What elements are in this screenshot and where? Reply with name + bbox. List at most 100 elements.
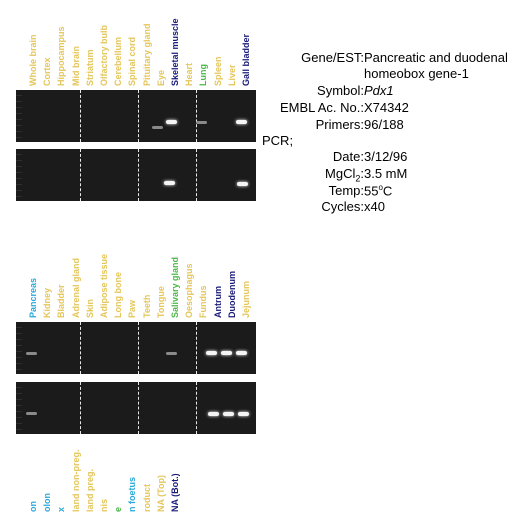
lane-label: Pancreas — [28, 277, 38, 318]
lane-label: land non-preg. — [70, 449, 81, 512]
lane-label: Paw — [127, 299, 138, 318]
lane-divider — [196, 90, 197, 142]
panel2-lane-labels: Pancreas Kidney Bladder Adrenal gland Skin Ad… — [0, 238, 258, 318]
mgcl-value: 3.5 mM — [364, 166, 408, 181]
panel1-gel-bottom — [16, 149, 256, 201]
temp-label: Temp: — [328, 183, 364, 198]
pcr-band — [196, 121, 207, 124]
panel2-gel-bottom — [16, 382, 256, 434]
lane-label: Salivary gland — [170, 256, 180, 318]
lane-label: Teeth — [141, 294, 152, 318]
lane-label: on — [28, 501, 38, 512]
symbol-label: Symbol: — [317, 83, 364, 98]
lane-label: Adrenal gland — [70, 257, 81, 318]
lane-label: Cortex — [42, 57, 53, 86]
lane-label: n foetus — [127, 477, 138, 512]
embl-value: X74342 — [364, 100, 409, 115]
ladder — [16, 322, 22, 374]
panel2-gel-top — [16, 322, 256, 374]
lane-label: Oesophagus — [184, 263, 195, 318]
lane-label: Spleen — [212, 56, 223, 86]
lane-label: Duodenum — [226, 271, 237, 318]
lane-label: Adipose tissue — [99, 253, 109, 318]
lane-divider — [138, 322, 139, 374]
lane-divider — [196, 382, 197, 434]
lane-label: Spinal cord — [127, 36, 138, 86]
pcr-band — [221, 351, 232, 355]
lane-label: Striatum — [84, 49, 95, 86]
lane-divider — [196, 322, 197, 374]
date-value: 3/12/96 — [364, 149, 408, 164]
lane-divider — [196, 149, 197, 201]
panel1-lane-labels: Whole brain Cortex Hippocampus Mid brain Str… — [0, 6, 258, 86]
ladder — [16, 149, 22, 201]
pcr-band — [26, 352, 37, 355]
pcr-label: PCR; — [262, 133, 294, 148]
lane-label: Tongue — [155, 286, 166, 318]
lane-divider — [80, 322, 81, 374]
embl-label: EMBL Ac. No.: — [279, 100, 364, 115]
lane-label: Heart — [184, 62, 195, 86]
lane-label: Gall bladder — [241, 33, 251, 86]
pcr-band — [152, 126, 163, 129]
lane-label: Mid brain — [70, 46, 81, 86]
lane-divider — [138, 90, 139, 142]
lane-label: Long bone — [113, 272, 124, 318]
date-label: Date: — [332, 149, 364, 164]
lane-label: Eye — [155, 69, 166, 86]
lane-label: Fundus — [198, 285, 209, 319]
panel3-lane-labels: on olon x land non-preg. land preg. nis e n foe… — [0, 432, 258, 512]
gene-value-line2: homeobox gene-1 — [364, 66, 469, 81]
lane-label: roduct — [141, 484, 152, 512]
pcr-band — [206, 351, 217, 355]
lane-label: Skeletal muscle — [170, 18, 180, 86]
panel1-gel-top — [16, 90, 256, 142]
lane-label: Bladder — [56, 284, 67, 318]
lane-label: Liver — [226, 64, 237, 86]
gene-value-line1: Pancreatic and duodenal — [364, 50, 508, 65]
pcr-band — [208, 412, 219, 416]
lane-label: olon — [42, 493, 53, 512]
primers-value: 96/188 — [364, 117, 404, 132]
ladder — [16, 382, 22, 434]
pcr-band — [237, 182, 248, 186]
pcr-band — [166, 352, 177, 355]
lane-label: Kidney — [42, 287, 53, 318]
lane-label: Pituitary gland — [141, 23, 152, 86]
gene-info: Gene/EST: Pancreatic and duodenal homeob… — [262, 50, 512, 220]
symbol-value: Pdx1 — [364, 83, 394, 98]
lane-label: e — [113, 506, 124, 512]
temp-value: 55oC — [364, 183, 393, 199]
lane-label: NA (Bot.) — [170, 473, 180, 512]
pcr-band — [26, 412, 37, 415]
lane-label: Antrum — [212, 286, 223, 318]
pcr-band — [166, 120, 177, 124]
lane-label: Hippocampus — [56, 26, 67, 86]
lane-divider — [138, 382, 139, 434]
lane-label: Olfactory bulb — [99, 24, 109, 86]
lane-label: Skin — [84, 298, 95, 318]
pcr-band — [164, 181, 175, 185]
mgcl-label: MgCl2: — [325, 166, 364, 184]
pcr-band — [236, 351, 247, 355]
lane-label: x — [56, 506, 67, 512]
cycles-value: x40 — [364, 199, 385, 214]
ladder — [16, 90, 22, 142]
lane-divider — [80, 90, 81, 142]
gene-label: Gene/EST: — [301, 50, 364, 65]
lane-divider — [138, 149, 139, 201]
lane-label: Lung — [198, 64, 209, 86]
lane-label: land preg. — [84, 468, 95, 512]
pcr-band — [238, 412, 249, 416]
pcr-band — [236, 120, 247, 124]
lane-label: nis — [99, 498, 109, 512]
lane-label: Cerebellum — [113, 36, 124, 86]
lane-divider — [80, 149, 81, 201]
lane-label: NA (Top) — [155, 475, 166, 512]
pcr-band — [223, 412, 234, 416]
lane-label: Whole brain — [28, 34, 38, 87]
lane-divider — [80, 382, 81, 434]
primers-label: Primers: — [315, 117, 364, 132]
lane-label: Jejunum — [241, 280, 251, 318]
cycles-label: Cycles: — [321, 199, 364, 214]
